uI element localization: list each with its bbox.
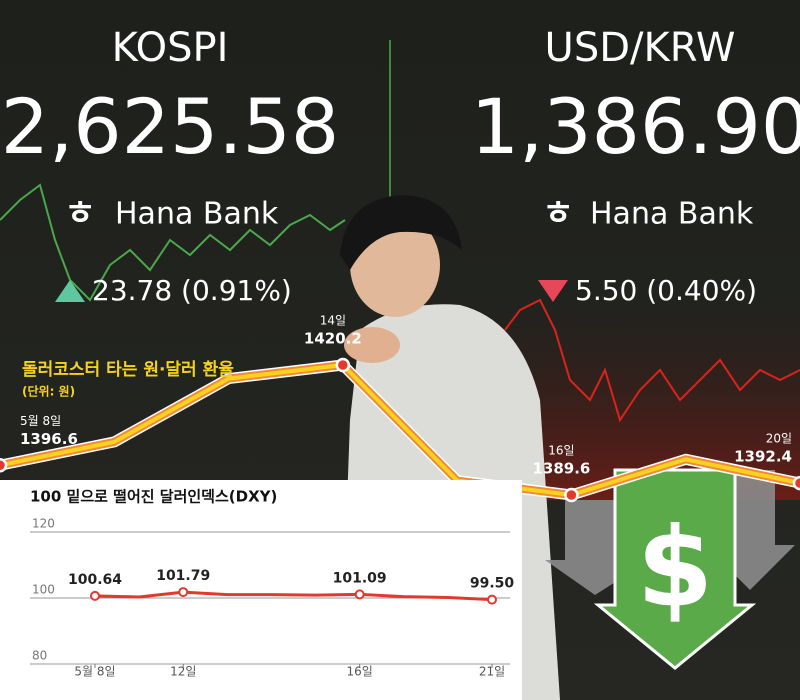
point [178, 587, 189, 598]
x-label: 5월 8일 [20, 414, 61, 428]
x-label: 20일 [766, 432, 792, 446]
rate-chart: 5월 8일 1396.6 14일 1420.2 16일 1389.6 20일 1392.4 [0, 314, 800, 503]
chart-title: 돌러코스터 타는 원·달러 환율 [22, 359, 234, 380]
value-label: 100.64 [68, 572, 122, 588]
board-value: 1,386.90 [471, 82, 800, 171]
point [90, 590, 100, 601]
value-label: 1420.2 [304, 330, 362, 348]
y-tick-label: 120 [32, 517, 55, 531]
y-tick-label: 80 [32, 649, 47, 663]
chart-subtitle: (단위: 원) [22, 384, 75, 399]
point [792, 475, 800, 491]
up-triangle [55, 280, 85, 302]
value-label: 101.09 [333, 570, 387, 586]
point [564, 487, 579, 503]
board-brand: Hana Bank [115, 197, 279, 232]
usdkrw-ticker [504, 298, 800, 423]
kospi-ticker [0, 183, 346, 302]
value-label: 1389.6 [532, 460, 590, 478]
x-label: 16일 [548, 444, 574, 458]
x-label: 14일 [320, 314, 346, 328]
board-name: KOSPI [112, 25, 229, 71]
point [354, 589, 365, 600]
board-brand: Hana Bank [590, 197, 754, 232]
x-tick-label: 21일 [479, 665, 505, 679]
x-tick-label: 16일 [347, 665, 373, 679]
board-name: USD/KRW [545, 25, 736, 71]
dollar-symbol: $ [637, 503, 714, 631]
board-change: 23.78 (0.91%) [92, 274, 292, 307]
value-label: 1396.6 [20, 430, 78, 448]
point [335, 357, 351, 373]
point [487, 594, 497, 605]
chart-title: 100 밑으로 떨어진 달러인덱스(DXY) [30, 488, 277, 506]
line [94, 590, 493, 602]
bank-logo: ㅎ [542, 194, 573, 234]
down-triangle [538, 280, 568, 302]
board-value: 2,625.58 [1, 82, 339, 171]
y-tick-label: 100 [32, 583, 55, 597]
dollar-graphic: $ [545, 468, 795, 670]
point [0, 458, 8, 473]
x-tick-label: 5월 8일 [74, 665, 115, 679]
value-label: 1392.4 [734, 448, 792, 466]
x-tick-label: 12일 [170, 665, 196, 679]
line [0, 363, 800, 497]
dxy-panel [0, 480, 522, 700]
value-label: 99.50 [470, 576, 515, 592]
board-change: 5.50 (0.40%) [575, 274, 757, 307]
bank-logo: ㅎ [64, 194, 95, 234]
value-label: 101.79 [156, 568, 210, 584]
